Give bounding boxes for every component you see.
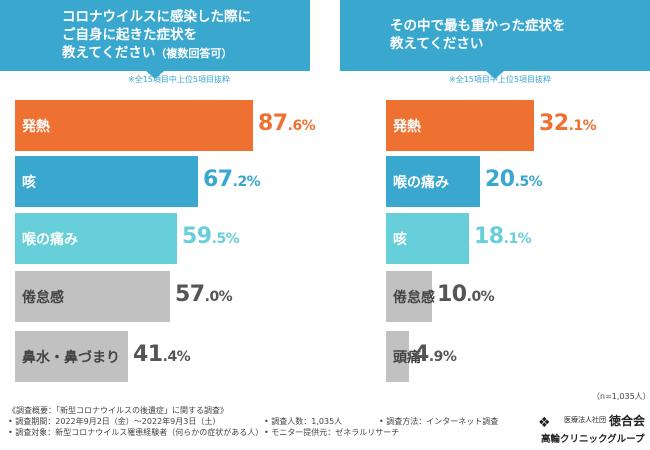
left-note: ※全15項目中上位5項目抜粋 <box>128 75 230 84</box>
bar-label: 頭痛 <box>393 350 421 366</box>
bar-label: 倦怠感 <box>22 290 64 306</box>
bar-label: 鼻水・鼻づまり <box>22 350 120 366</box>
bar-発熱 <box>15 100 253 151</box>
bar-喉の痛み <box>15 213 177 264</box>
bar-value: 57.0% <box>175 282 233 307</box>
bar-label: 喉の痛み <box>22 232 78 248</box>
bar-value: 59.5% <box>182 224 240 249</box>
bar-value: 87.6% <box>258 111 316 136</box>
logo-mark-icon: ❖ <box>538 415 551 431</box>
bar-倦怠感 <box>15 271 170 322</box>
bar-倦怠感 <box>386 271 432 322</box>
right-question-header <box>340 0 650 71</box>
bar-label: 倦怠感 <box>393 290 435 306</box>
bar-value: 10.0% <box>437 282 495 307</box>
bar-value: 20.5% <box>485 167 543 192</box>
bar-value: 4.9% <box>414 342 457 367</box>
bar-頭痛 <box>386 331 409 382</box>
bar-value: 18.1% <box>474 224 532 249</box>
bar-value: 41.4% <box>133 342 191 367</box>
bar-鼻水・鼻づまり <box>15 331 128 382</box>
logo-name: 徳合会 <box>609 414 646 428</box>
sample-size: （n=1,035人） <box>592 392 650 401</box>
bar-咳 <box>15 156 198 207</box>
left-question-title: コロナウイルスに感染した際に ご自身に起きた症状を 教えてください（複数回答可） <box>62 9 251 61</box>
bar-喉の痛み <box>386 156 480 207</box>
bar-label: 咳 <box>22 175 36 191</box>
right-header-pointer <box>486 71 504 79</box>
bar-咳 <box>386 213 469 264</box>
bar-label: 発熱 <box>22 119 50 135</box>
survey-overview: 《調査概要：「新型コロナウイルスの後遺症」に関する調査》 • 調査期間：2022… <box>8 406 264 437</box>
clinic-logo: ❖ 医療法人社団 徳合会 高輪クリニックグループ <box>538 413 646 445</box>
left-header-pointer <box>146 71 164 79</box>
logo-org: 医療法人社団 <box>564 416 606 424</box>
bar-発熱 <box>386 100 534 151</box>
right-note: ※全15項目中上位5項目抜粋 <box>449 75 551 84</box>
logo-group: 高輪クリニックグループ <box>541 434 645 445</box>
bar-label: 喉の痛み <box>393 175 449 191</box>
survey-method: • 調査方法：インターネット調査 <box>379 417 499 426</box>
survey-details: • 調査人数：1,035人 • モニター提供元：ゼネラルリサーチ <box>264 417 400 437</box>
bar-value: 67.2% <box>203 167 261 192</box>
right-question-title: その中で最も重かった症状を 教えてください <box>390 18 566 52</box>
left-question-header <box>0 0 310 71</box>
bar-label: 発熱 <box>393 119 421 135</box>
bar-value: 32.1% <box>539 111 597 136</box>
bar-label: 咳 <box>393 232 407 248</box>
